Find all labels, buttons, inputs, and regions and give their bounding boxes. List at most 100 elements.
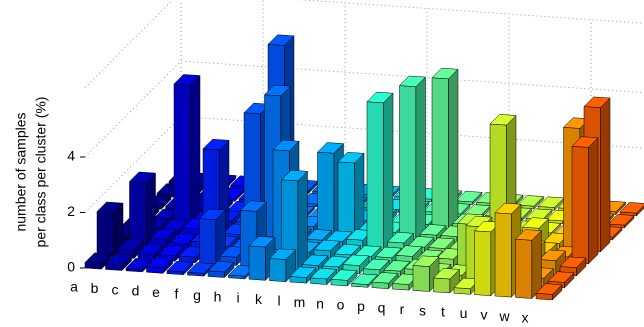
bar [173,74,201,225]
wall [84,0,644,88]
bar-top [337,151,365,164]
bar-top [309,267,338,280]
bar-side [588,137,599,265]
bar-top [173,74,201,86]
bar-front [337,161,355,236]
bar [371,272,399,290]
bar-top [362,258,391,271]
bar [145,256,174,274]
x-tick-label: f [175,285,179,301]
x-tick-label: x [522,309,529,325]
bar [207,260,235,279]
bar-top [619,202,644,214]
bar-top [202,138,230,151]
bar [337,151,365,236]
bar-top [607,214,635,226]
bar-side [190,74,201,225]
bar-top [304,229,333,241]
bar-side [448,68,459,230]
x-tick-label: d [132,283,140,299]
bar-side [383,92,394,251]
bar-side [636,205,644,217]
bar-top [432,268,461,280]
bar-top [268,248,297,260]
x-tick-label: g [193,287,201,303]
bar-top [116,239,145,251]
bar-top [538,249,567,261]
bar-top [149,228,177,240]
x-tick-label: a [70,278,78,294]
y-axis-label: number of samples [13,112,29,231]
bar-front [431,77,449,229]
bar-front [199,218,217,265]
bar [366,91,394,251]
bar [313,239,341,260]
grid-line [84,60,644,158]
bar-top [169,232,198,245]
bar-top [186,262,215,274]
bar [128,171,157,248]
bar-top [321,255,350,268]
bar-top [386,232,415,244]
bar-top [145,256,174,269]
bar-side [531,230,542,300]
x-tick-label: v [481,306,488,322]
x-tick-label: n [316,295,324,311]
bar-front [515,238,533,299]
x-tick-label: w [498,308,510,324]
bar-top [455,190,483,203]
y-axis-label: per class per cluster (%) [33,97,49,248]
bar-top [395,245,423,257]
bar-front [317,151,335,234]
bar-top [96,201,124,213]
bar-top [559,256,587,268]
bar-side [415,76,426,240]
bar-top [547,271,575,283]
x-tick-label: o [337,297,345,313]
bar [198,208,227,265]
bar-top [333,243,362,256]
x-tick-label: h [214,288,222,304]
bar-top [583,96,611,108]
bar-top [272,139,300,152]
bar-top [301,254,329,266]
bar-top [198,208,227,220]
bar-top [316,142,345,154]
bar-top [350,273,379,285]
x-tick-label: u [460,305,468,321]
bar-top [313,239,341,252]
bar-top [84,252,112,264]
bar-front [366,101,384,251]
bar-front [412,265,430,292]
bar-top [137,243,165,255]
bar-front [571,145,589,265]
bar-front [248,245,266,281]
bar-top [207,260,235,273]
bar [268,248,297,283]
bar-top [431,67,459,80]
x-tick-label: c [112,281,119,297]
x-tick-label: e [152,284,160,300]
bar-front [399,85,417,240]
bar-front [269,258,287,282]
y-tick-label: 2 [67,203,75,219]
bar-top [289,266,317,278]
bar-top [366,91,394,104]
bar [84,252,112,270]
bar-top [128,171,157,183]
bar [330,269,358,287]
bar [96,201,124,258]
bar-top [412,255,440,267]
bar-top [571,136,599,148]
x-tick-label: i [236,290,239,306]
bar-top [104,253,133,266]
bar-top [371,272,399,284]
bar-top [535,283,563,295]
bar-top [374,246,403,259]
bar-side [354,152,365,236]
bar-front [173,83,191,225]
bar [104,253,133,272]
bar-front [494,212,512,298]
bar [398,75,427,240]
x-tick-label: k [255,291,263,307]
